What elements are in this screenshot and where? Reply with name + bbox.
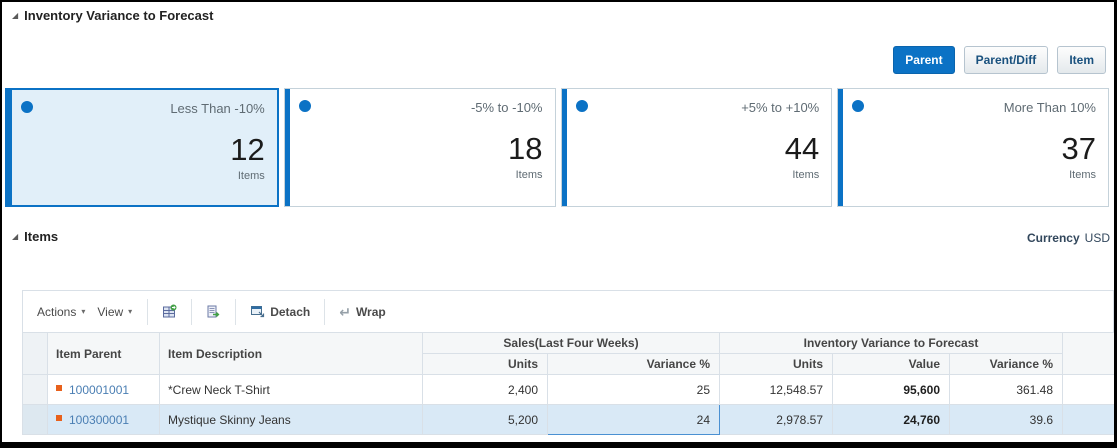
items-table: Item Parent Item Description Sales(Last … [22, 332, 1114, 435]
tile-less-than-minus10[interactable]: Less Than -10% 12 Items [5, 88, 279, 207]
view-menu-label: View [97, 304, 124, 319]
tile-radio-icon [575, 100, 588, 112]
parent-diff-button[interactable]: Parent/Diff [963, 46, 1049, 74]
export-to-excel-icon [163, 304, 177, 318]
export-to-excel-button[interactable] [157, 301, 182, 322]
row-marker-cell [22, 374, 48, 405]
tile-count: 44 [784, 131, 820, 166]
tile-count: 37 [1061, 131, 1096, 166]
main-section-header: ◢ Inventory Variance to Forecast [12, 8, 213, 23]
sales-units-cell[interactable]: 2,400 [422, 374, 548, 405]
tile-unit: Items [237, 170, 265, 182]
column-header-item-description[interactable]: Item Description [159, 332, 423, 375]
view-toggle-group: Parent Parent/Diff Item [893, 46, 1106, 74]
tile-radio-icon [298, 100, 311, 112]
inv-variance-cell[interactable]: 361.48 [949, 374, 1064, 405]
actions-menu[interactable]: Actions ▾ [31, 301, 91, 323]
filler-cell [1062, 404, 1114, 435]
toolbar-separator [191, 298, 193, 325]
item-parent-cell: 100300001 [47, 404, 160, 435]
currency-value: USD [1084, 231, 1110, 245]
item-parent-link[interactable]: 100300001 [69, 412, 130, 427]
export-data-button[interactable] [201, 301, 226, 322]
inv-value-cell[interactable]: 24,760 [832, 404, 951, 435]
item-button[interactable]: Item [1057, 46, 1106, 74]
tile-count: 12 [230, 132, 265, 167]
items-table-panel: Actions ▾ View ▾ [22, 290, 1114, 435]
table-row[interactable]: 100001001 *Crew Neck T-Shirt 2,400 25 12… [22, 374, 1114, 405]
items-title: Items [24, 229, 59, 244]
row-marker-cell [22, 404, 48, 435]
tile-unit: Items [515, 169, 543, 181]
column-group-sales: Sales(Last Four Weeks) [421, 332, 721, 354]
chevron-down-icon: ▾ [81, 307, 86, 316]
toolbar-separator [235, 298, 237, 325]
page-title: Inventory Variance to Forecast [24, 8, 214, 23]
toolbar-separator [324, 298, 326, 325]
tile-label: +5% to +10% [741, 100, 820, 115]
tile-unit: Items [1069, 169, 1096, 181]
sales-units-cell[interactable]: 5,200 [422, 404, 548, 435]
tile-label: More Than 10% [1003, 100, 1096, 115]
wrap-button[interactable]: ↵ Wrap [334, 302, 391, 322]
inv-value-cell[interactable]: 95,600 [832, 374, 951, 405]
wrap-icon: ↵ [339, 303, 351, 320]
sales-variance-cell-focused[interactable]: 24 [546, 404, 721, 435]
table-toolbar: Actions ▾ View ▾ [22, 290, 1114, 332]
item-description-cell[interactable]: *Crew Neck T-Shirt [159, 374, 423, 405]
export-data-icon [207, 305, 220, 318]
column-header-sales-variance[interactable]: Variance % [546, 353, 721, 375]
currency-indicator: Currency USD [1027, 231, 1110, 245]
items-section-header: ◢ Items [12, 229, 58, 244]
tile-label: Less Than -10% [170, 101, 265, 116]
column-header-inv-variance[interactable]: Variance % [949, 353, 1064, 375]
changed-marker-icon [56, 414, 62, 421]
column-group-inventory-variance: Inventory Variance to Forecast [719, 332, 1064, 354]
collapse-triangle-icon[interactable]: ◢ [12, 10, 19, 20]
detach-button[interactable]: Detach [245, 301, 315, 322]
tile-more-than-10[interactable]: More Than 10% 37 Items [837, 88, 1109, 207]
filler-cell [1062, 374, 1114, 405]
column-header-item-parent[interactable]: Item Parent [47, 332, 160, 375]
tile-label: -5% to -10% [470, 100, 543, 115]
toolbar-separator [147, 298, 149, 325]
inv-units-cell[interactable]: 2,978.57 [719, 404, 834, 435]
tile-accent-bar [838, 89, 844, 206]
sales-variance-cell[interactable]: 25 [546, 374, 721, 405]
variance-tiles: Less Than -10% 12 Items -5% to -10% 18 I… [5, 88, 1109, 207]
changed-marker-icon [56, 384, 62, 391]
detach-icon [251, 306, 265, 318]
actions-menu-label: Actions [37, 304, 77, 319]
wrap-label: Wrap [355, 304, 386, 319]
tile-count: 18 [508, 131, 543, 166]
item-parent-cell: 100001001 [47, 374, 160, 405]
tile-unit: Items [792, 169, 820, 181]
inv-units-cell[interactable]: 12,548.57 [719, 374, 834, 405]
row-marker-column-header [22, 332, 48, 375]
detach-label: Detach [270, 304, 311, 319]
tile-accent-bar [561, 89, 567, 206]
column-header-inv-units[interactable]: Units [719, 353, 834, 375]
filler-column-header [1062, 332, 1114, 375]
parent-button[interactable]: Parent [893, 46, 955, 74]
tile-accent-bar [7, 90, 12, 205]
item-parent-link[interactable]: 100001001 [69, 382, 130, 397]
view-menu[interactable]: View ▾ [91, 301, 138, 323]
chevron-down-icon: ▾ [128, 307, 133, 316]
table-row[interactable]: 100300001 Mystique Skinny Jeans 5,200 24… [22, 404, 1114, 435]
tile-radio-icon [21, 101, 33, 113]
collapse-triangle-icon[interactable]: ◢ [12, 231, 19, 241]
column-header-inv-value[interactable]: Value [832, 353, 951, 375]
currency-label: Currency [1026, 231, 1080, 245]
item-description-cell[interactable]: Mystique Skinny Jeans [159, 404, 423, 435]
tile-radio-icon [852, 100, 865, 112]
tile-minus5-to-minus10[interactable]: -5% to -10% 18 Items [283, 88, 556, 207]
tile-plus5-to-plus10[interactable]: +5% to +10% 44 Items [560, 88, 833, 207]
tile-accent-bar [284, 89, 290, 206]
column-header-sales-units[interactable]: Units [422, 353, 548, 375]
inv-variance-cell[interactable]: 39.6 [949, 404, 1064, 435]
